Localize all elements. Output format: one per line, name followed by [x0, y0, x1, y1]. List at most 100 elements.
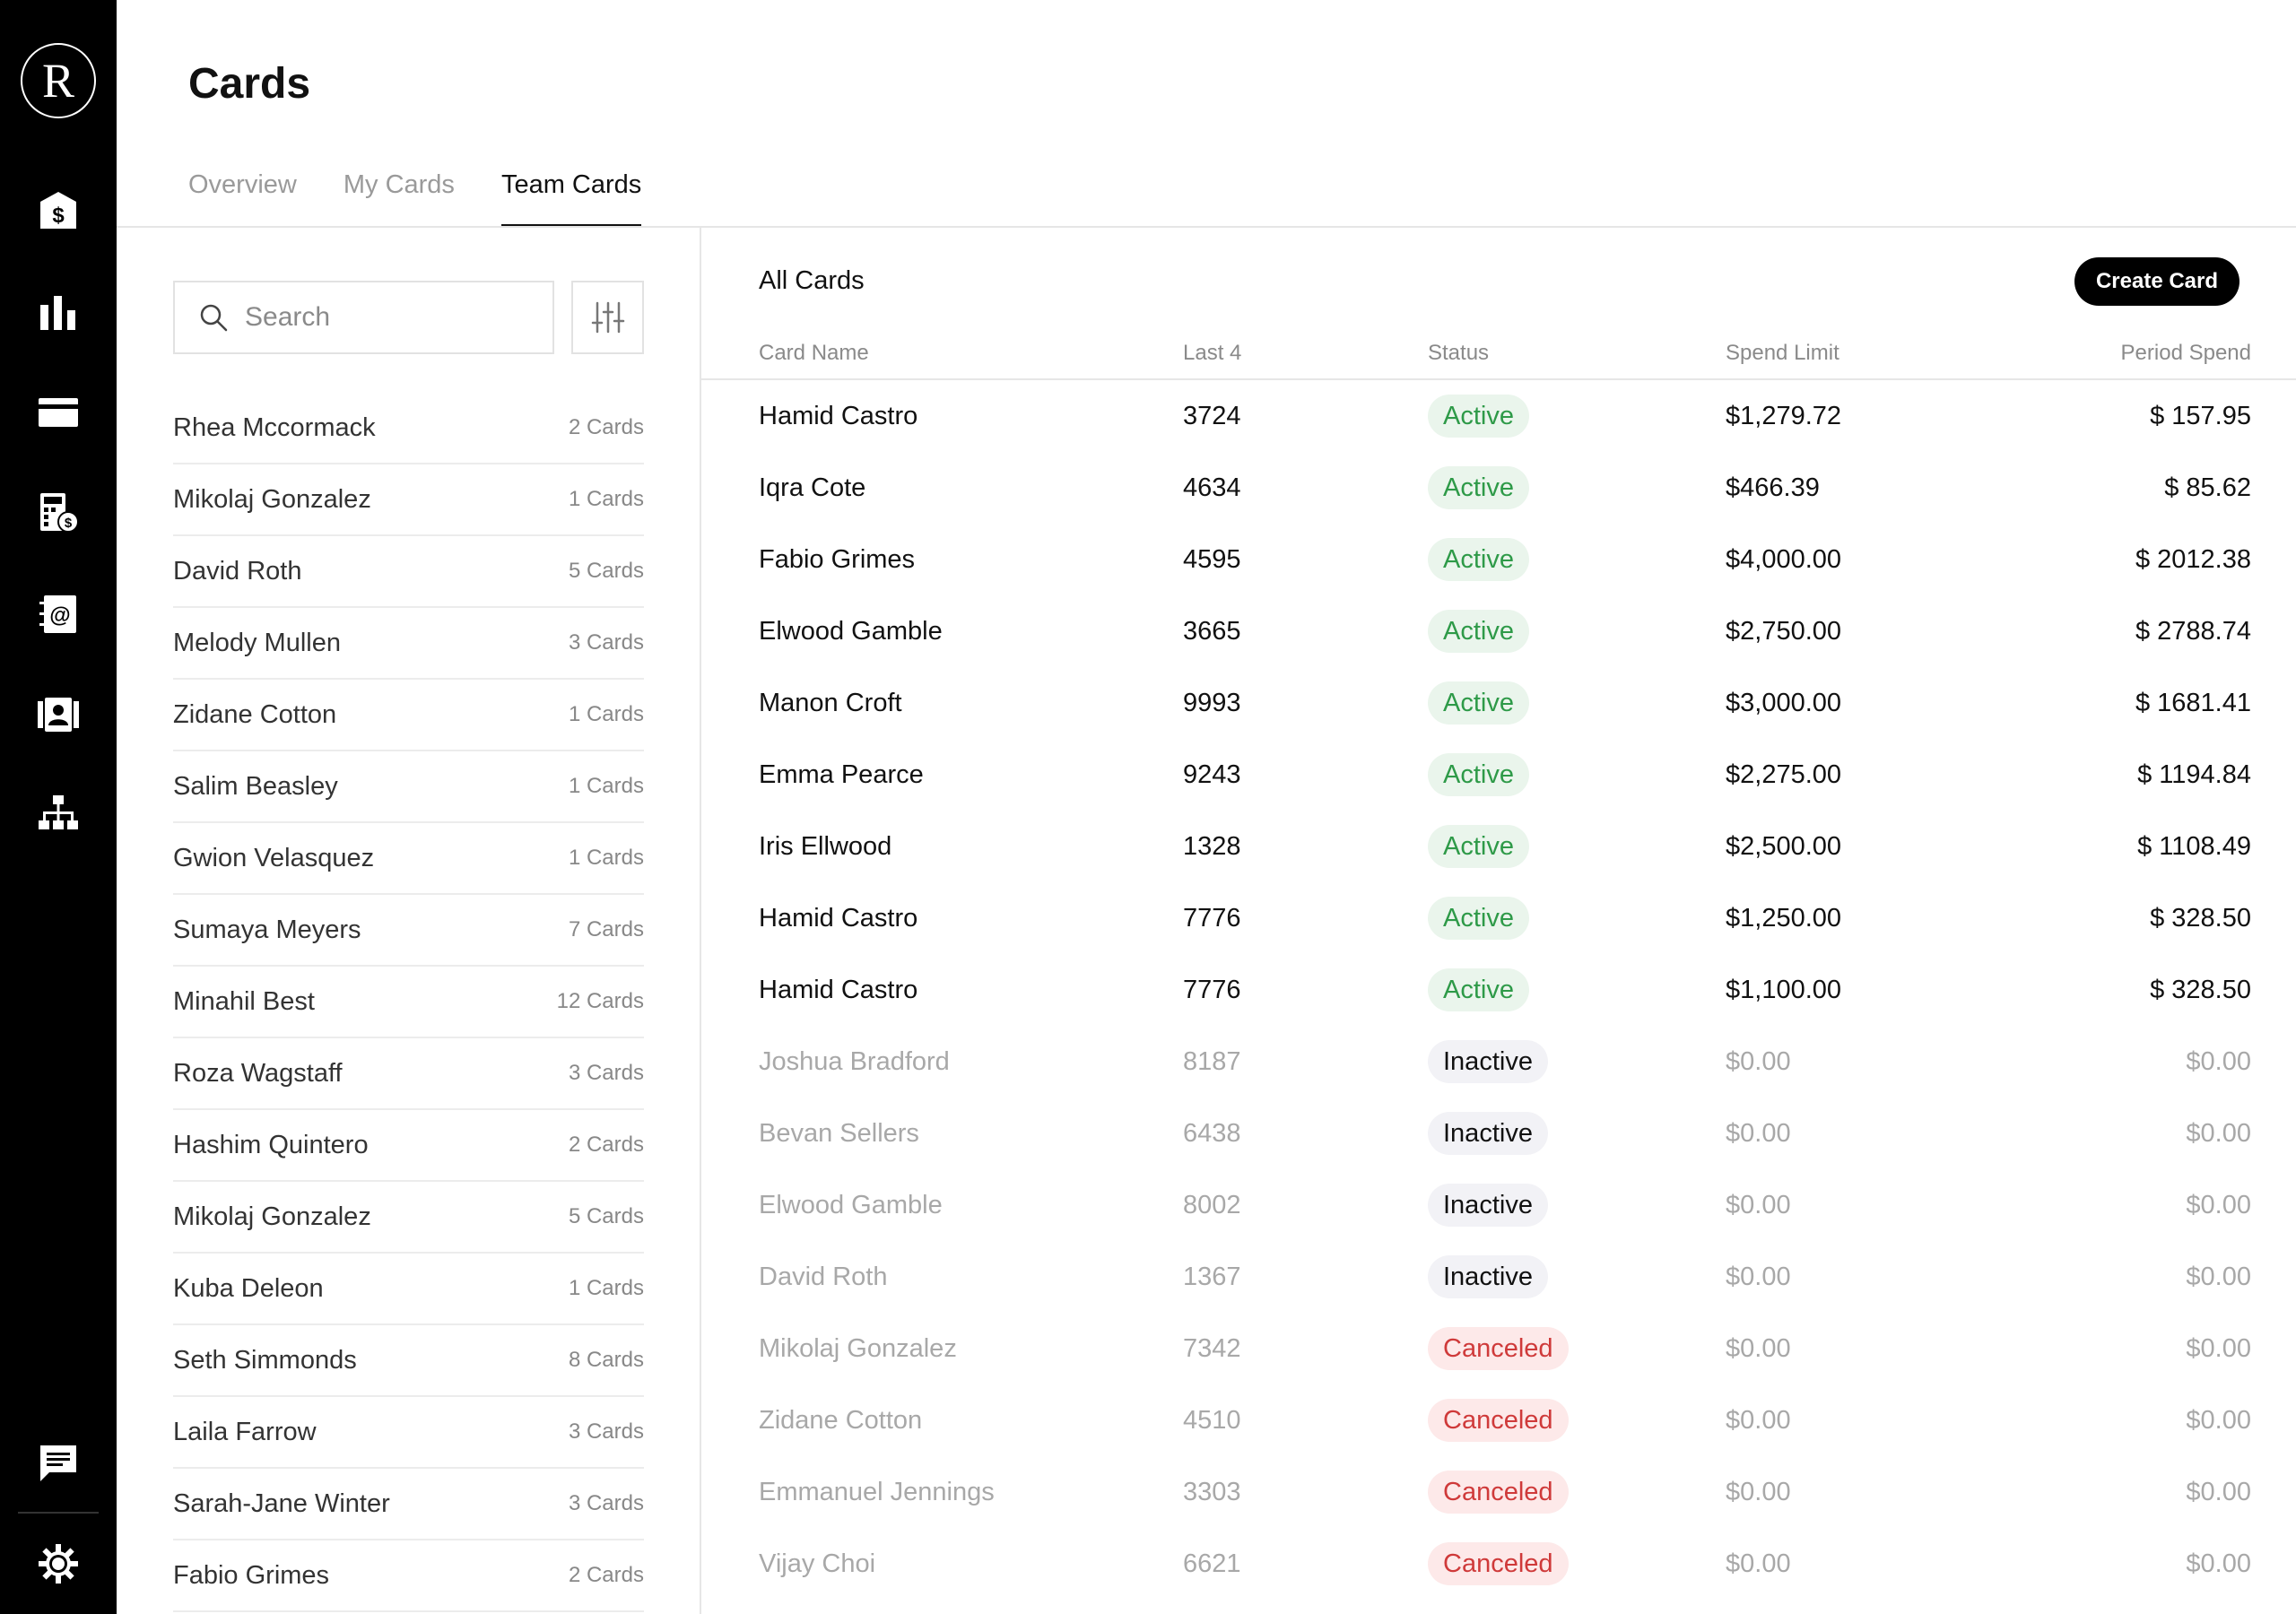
credit-card-icon[interactable]	[31, 386, 85, 439]
tab-team-cards[interactable]: Team Cards	[500, 170, 642, 228]
status-cell: Active	[1428, 882, 1529, 954]
person-card-count: 1 Cards	[568, 846, 644, 870]
period-spend: $0.00	[2186, 1190, 2251, 1219]
table-row[interactable]: Hamid Castro 7776 Active $1,250.00 $ 328.50	[701, 882, 2296, 954]
card-name: Hamid Castro	[759, 903, 918, 933]
person-list-item[interactable]: Rhea Mccormack 2 Cards	[173, 393, 644, 464]
status-badge: Canceled	[1428, 1471, 1569, 1514]
table-row[interactable]: Emma Pearce 9243 Active $2,275.00 $ 1194.84	[701, 739, 2296, 811]
table-row[interactable]: Iris Ellwood 1328 Active $2,500.00 $ 1108.49	[701, 811, 2296, 882]
person-list-item[interactable]: Melody Mullen 3 Cards	[173, 608, 644, 680]
brand-logo[interactable]: R	[21, 43, 96, 118]
org-chart-icon[interactable]	[31, 787, 85, 841]
card-name: Elwood Gamble	[759, 1190, 943, 1219]
tab-my-cards[interactable]: My Cards	[343, 170, 455, 199]
period-spend: $0.00	[2186, 1549, 2251, 1578]
spend-limit: $4,000.00	[1726, 544, 1842, 574]
tab-overview[interactable]: Overview	[188, 170, 297, 199]
person-name: Hashim Quintero	[173, 1130, 369, 1159]
person-list-item[interactable]: Roza Wagstaff 3 Cards	[173, 1038, 644, 1110]
filter-button[interactable]	[571, 281, 644, 354]
card-last4: 3665	[1183, 616, 1241, 646]
col-last4[interactable]: Last 4	[1183, 341, 1242, 365]
person-list-item[interactable]: Seth Simmonds 8 Cards	[173, 1325, 644, 1397]
card-name: Manon Croft	[759, 688, 902, 717]
table-row[interactable]: Joshua Bradford 8187 Inactive $0.00 $0.00	[701, 1026, 2296, 1098]
table-row[interactable]: Manon Croft 9993 Active $3,000.00 $ 1681.41	[701, 667, 2296, 739]
person-list-item[interactable]: Mikolaj Gonzalez 5 Cards	[173, 1182, 644, 1254]
status-cell: Canceled	[1428, 1313, 1569, 1384]
search-box	[173, 281, 554, 354]
person-list-item[interactable]: Zidane Cotton 1 Cards	[173, 680, 644, 751]
col-spend-limit[interactable]: Spend Limit	[1726, 341, 1839, 365]
col-status[interactable]: Status	[1428, 341, 1490, 365]
person-list-item[interactable]: Mikolaj Gonzalez 1 Cards	[173, 464, 644, 536]
status-cell: Active	[1428, 452, 1529, 524]
person-list-item[interactable]: Kuba Deleon 1 Cards	[173, 1254, 644, 1325]
status-badge: Inactive	[1428, 1184, 1548, 1227]
card-last4: 9993	[1183, 688, 1241, 717]
card-last4: 3724	[1183, 401, 1241, 430]
section-title: All Cards	[759, 266, 865, 295]
person-list-item[interactable]: Sumaya Meyers 7 Cards	[173, 895, 644, 967]
person-card-count: 3 Cards	[568, 1491, 644, 1515]
col-period-spend[interactable]: Period Spend	[2120, 341, 2251, 365]
card-last4: 4510	[1183, 1405, 1241, 1435]
card-name: Hamid Castro	[759, 975, 918, 1004]
card-name: David Roth	[759, 1262, 888, 1291]
table-row[interactable]: Fabio Grimes 4595 Active $4,000.00 $ 2012.38	[701, 524, 2296, 595]
person-card-count: 7 Cards	[568, 917, 644, 941]
table-row[interactable]: Emmanuel Jennings 3303 Canceled $0.00 $0.00	[701, 1456, 2296, 1528]
spend-limit: $2,275.00	[1726, 759, 1842, 789]
status-badge: Active	[1428, 897, 1529, 940]
table-row[interactable]: Hamid Castro 3724 Active $1,279.72 $ 157.95	[701, 380, 2296, 452]
table-row[interactable]: Elwood Gamble 3665 Active $2,750.00 $ 2788.7…	[701, 595, 2296, 667]
person-card-count: 1 Cards	[568, 774, 644, 798]
person-name: Gwion Velasquez	[173, 843, 375, 872]
person-list-item[interactable]: Salim Beasley 1 Cards	[173, 751, 644, 823]
search-input[interactable]	[245, 302, 532, 333]
table-row[interactable]: Bevan Sellers 6438 Inactive $0.00 $0.00	[701, 1098, 2296, 1169]
card-last4: 1367	[1183, 1262, 1241, 1291]
person-list-item[interactable]: Gwion Velasquez 1 Cards	[173, 823, 644, 895]
card-last4: 4634	[1183, 473, 1241, 502]
person-name: Salim Beasley	[173, 771, 338, 801]
card-name: Iqra Cote	[759, 473, 866, 502]
status-cell: Active	[1428, 667, 1529, 739]
person-card-count: 1 Cards	[568, 1276, 644, 1300]
contact-card-icon[interactable]	[31, 688, 85, 742]
person-list-item[interactable]: Laila Farrow 3 Cards	[173, 1397, 644, 1469]
person-list-item[interactable]: Minahil Best 12 Cards	[173, 967, 644, 1038]
table-row[interactable]: Vijay Choi 6621 Canceled $0.00 $0.00	[701, 1528, 2296, 1600]
person-list-item[interactable]: Sarah-Jane Winter 3 Cards	[173, 1469, 644, 1540]
person-name: Fabio Grimes	[173, 1560, 330, 1590]
person-list-item[interactable]: Hashim Quintero 2 Cards	[173, 1110, 644, 1182]
period-spend: $0.00	[2186, 1405, 2251, 1435]
table-row[interactable]: David Roth 1367 Inactive $0.00 $0.00	[701, 1241, 2296, 1313]
table-row[interactable]: Mikolaj Gonzalez 7342 Canceled $0.00 $0.00	[701, 1313, 2296, 1384]
settings-gear-icon[interactable]	[31, 1537, 85, 1591]
status-badge: Active	[1428, 395, 1529, 438]
table-row[interactable]: Elwood Gamble 8002 Inactive $0.00 $0.00	[701, 1169, 2296, 1241]
header-divider	[117, 226, 2296, 228]
chat-icon[interactable]	[31, 1436, 85, 1490]
person-name: Minahil Best	[173, 986, 315, 1016]
table-row[interactable]: Iqra Cote 4634 Active $466.39 $ 85.62	[701, 452, 2296, 524]
sidebar-divider	[18, 1512, 99, 1514]
create-card-button[interactable]: Create Card	[2074, 257, 2239, 306]
bank-dollar-icon[interactable]: $	[31, 184, 85, 238]
bar-chart-icon[interactable]	[31, 285, 85, 339]
table-row[interactable]: Zidane Cotton 4510 Canceled $0.00 $0.00	[701, 1384, 2296, 1456]
card-last4: 1328	[1183, 831, 1241, 861]
email-book-icon[interactable]: @	[31, 587, 85, 641]
card-last4: 7776	[1183, 975, 1241, 1004]
person-name: Rhea Mccormack	[173, 412, 376, 442]
person-list-item[interactable]: David Roth 5 Cards	[173, 536, 644, 608]
page-title: Cards	[188, 60, 311, 108]
status-badge: Active	[1428, 538, 1529, 581]
calculator-dollar-icon[interactable]: $	[31, 486, 85, 540]
card-name: Vijay Choi	[759, 1549, 876, 1578]
table-row[interactable]: Hamid Castro 7776 Active $1,100.00 $ 328.50	[701, 954, 2296, 1026]
col-card-name[interactable]: Card Name	[759, 341, 869, 365]
person-list-item[interactable]: Fabio Grimes 2 Cards	[173, 1540, 644, 1612]
